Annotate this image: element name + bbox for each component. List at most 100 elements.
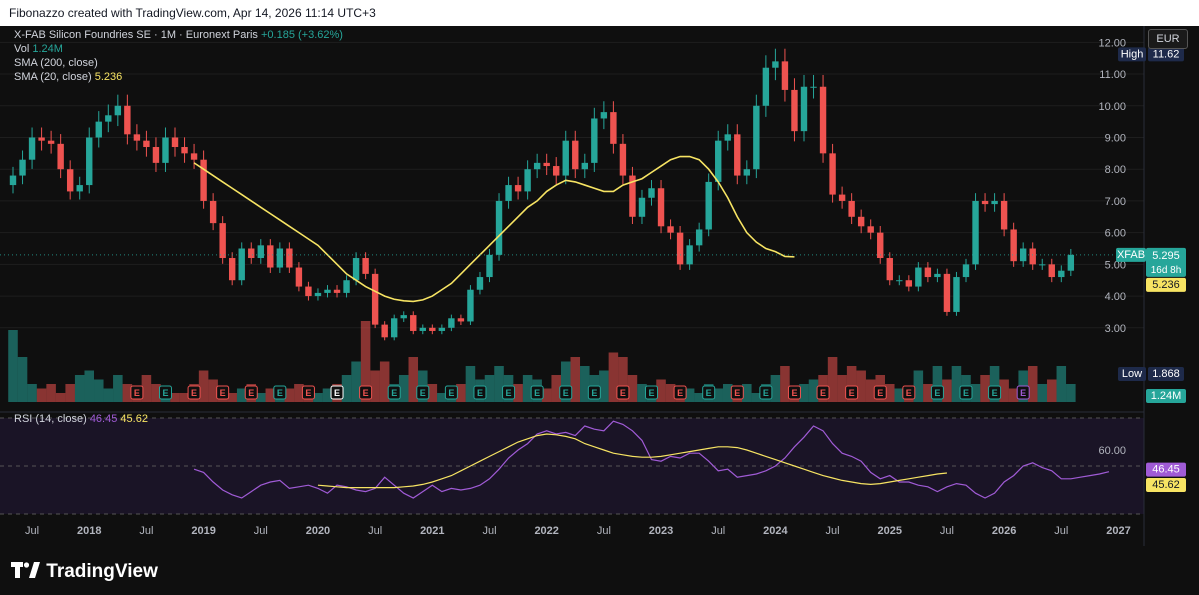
time-axis: Jul 2018 Jul 2019 Jul 2020 Jul 2021 Jul 2022 Jul 20… (25, 525, 1131, 537)
candle (181, 137, 188, 163)
candle-body (305, 286, 312, 297)
candle (943, 268, 951, 316)
volume-value-tag-text: 1.24M (1151, 390, 1182, 402)
earnings-marker[interactable]: E (359, 385, 373, 400)
candle-body (400, 315, 407, 319)
earnings-marker[interactable]: E (587, 385, 601, 400)
candle-body (705, 181, 712, 230)
earnings-marker-box (616, 385, 630, 400)
candle (800, 74, 808, 142)
earnings-marker[interactable]: E (216, 385, 230, 400)
candle (896, 275, 903, 286)
earnings-marker[interactable]: E (244, 385, 258, 400)
candle (857, 209, 865, 234)
earnings-marker-letter: E (334, 388, 340, 398)
x-tick-label: 2022 (534, 525, 558, 537)
earnings-marker[interactable]: E (616, 385, 630, 400)
y-tick-label: 11.00 (1099, 69, 1126, 81)
earnings-marker[interactable]: E (902, 385, 916, 400)
earnings-marker[interactable]: E (988, 385, 1002, 400)
earnings-marker[interactable]: E (816, 385, 830, 400)
candle-body (66, 169, 74, 192)
candle (1058, 265, 1065, 283)
candle-body (410, 315, 417, 331)
earnings-marker[interactable]: E (930, 385, 944, 400)
volume-bar (294, 384, 304, 402)
earnings-marker[interactable]: E (530, 385, 544, 400)
earnings-marker-box (502, 385, 516, 400)
candle (572, 130, 579, 179)
candle (133, 124, 141, 151)
legend-symbol: X-FAB Silicon Foundries SE · 1M · Eurone… (14, 29, 258, 41)
candle-body (57, 143, 64, 170)
candle (734, 124, 741, 185)
candle-body (972, 200, 979, 265)
volume-bar (141, 375, 152, 402)
earnings-marker-box (902, 385, 916, 400)
volume-bar (341, 375, 352, 402)
earnings-marker-letter: E (248, 388, 254, 398)
volume-bar (618, 357, 628, 402)
price-chart[interactable]: 12.00 11.00 10.00 9.00 8.00 7.00 6.00 5.00 4.00 3… (0, 26, 1199, 546)
candle-body (1039, 264, 1046, 266)
earnings-marker[interactable]: E (130, 385, 144, 400)
earnings-marker[interactable]: E (959, 385, 973, 400)
candle-body (543, 162, 550, 167)
candle-body (1067, 254, 1075, 271)
candle-body (314, 292, 322, 297)
candle (200, 150, 207, 209)
candle-body (991, 200, 998, 205)
earnings-marker[interactable]: E (559, 385, 573, 400)
candle (47, 130, 55, 154)
last-price-block: 5.295 16d 8h (1146, 247, 1186, 277)
volume-bar (970, 384, 981, 402)
candle (257, 239, 264, 264)
candle-body (753, 105, 760, 170)
candle (286, 242, 293, 273)
earnings-marker[interactable]: E (1016, 385, 1030, 400)
candle (410, 311, 417, 335)
x-tick-label: Jul (254, 525, 268, 537)
earnings-marker[interactable]: E (187, 385, 201, 400)
earnings-marker[interactable]: E (330, 385, 344, 400)
candle (715, 130, 722, 191)
candle-body (781, 61, 789, 90)
earnings-marker-letter: E (591, 388, 597, 398)
currency-button[interactable]: EUR (1148, 29, 1188, 49)
earnings-marker[interactable]: E (416, 385, 430, 400)
earnings-marker[interactable]: E (702, 385, 716, 400)
earnings-marker[interactable]: E (787, 385, 801, 400)
earnings-marker[interactable]: E (645, 385, 659, 400)
earnings-marker[interactable]: E (273, 385, 287, 400)
earnings-marker[interactable]: E (387, 385, 401, 400)
earnings-marker-letter: E (191, 388, 197, 398)
earnings-marker[interactable]: E (301, 385, 315, 400)
earnings-marker[interactable]: E (873, 385, 887, 400)
earnings-marker[interactable]: E (845, 385, 859, 400)
volume-bar (923, 384, 933, 402)
volume-bar (770, 375, 781, 402)
volume-bar (599, 370, 609, 402)
candle-body (877, 232, 884, 259)
earnings-marker[interactable]: E (673, 385, 687, 400)
candle-body (190, 153, 198, 160)
candle-body (19, 159, 26, 176)
earnings-marker-box (1016, 385, 1030, 400)
tradingview-logo: TradingView (11, 561, 158, 583)
volume-bar (999, 379, 1009, 402)
candle (276, 242, 284, 273)
volume-bar (951, 366, 962, 402)
earnings-marker[interactable]: E (759, 385, 773, 400)
earnings-marker[interactable]: E (158, 385, 172, 400)
earnings-marker[interactable]: E (502, 385, 516, 400)
candle-body (352, 258, 360, 281)
symbol-tag-box (1116, 247, 1146, 262)
earnings-marker[interactable]: E (730, 385, 744, 400)
low-label-tag-text: Low (1122, 368, 1142, 380)
candle-body (495, 200, 503, 255)
volume-bar (408, 357, 419, 402)
candle-body (762, 67, 770, 106)
earnings-marker[interactable]: E (473, 385, 487, 400)
volume-bar (665, 384, 676, 402)
earnings-marker[interactable]: E (444, 385, 458, 400)
